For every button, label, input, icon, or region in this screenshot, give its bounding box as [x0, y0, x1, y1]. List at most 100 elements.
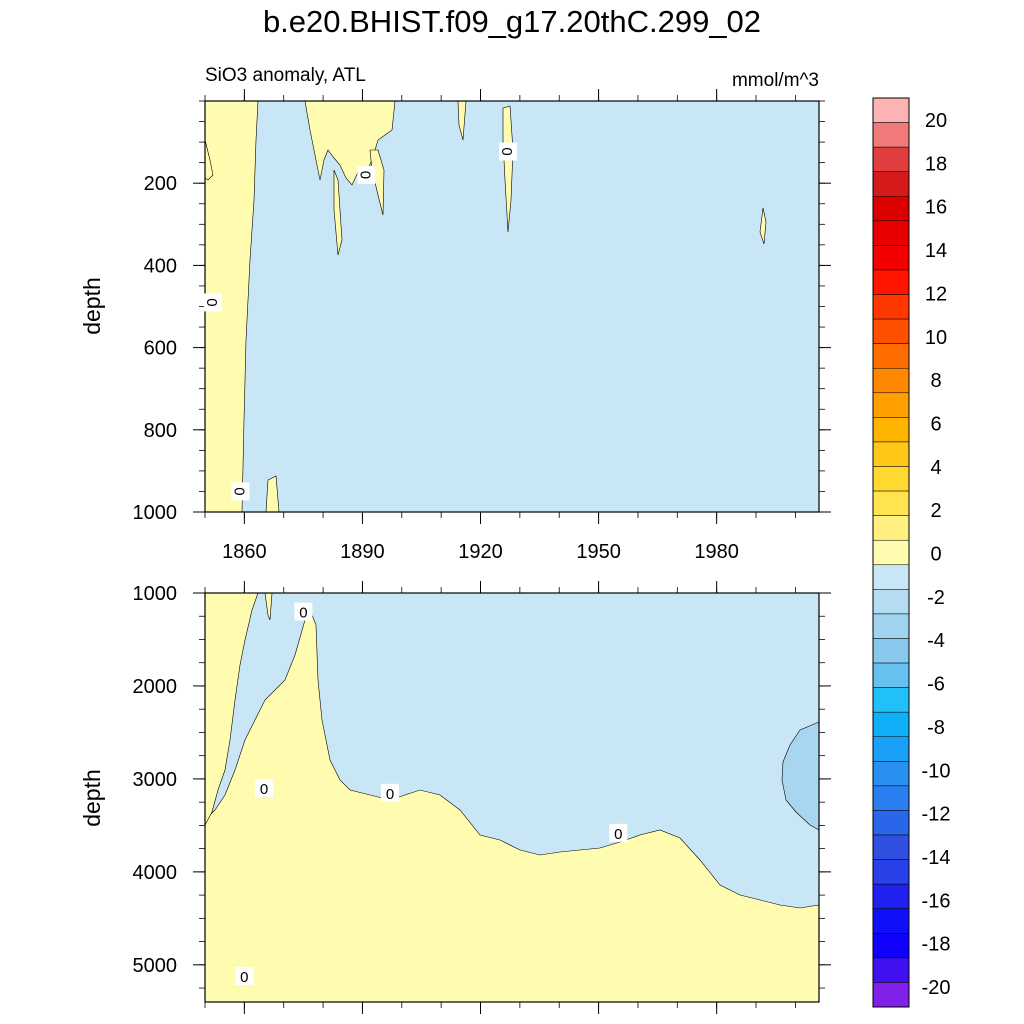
contour-label-text: 0 [356, 171, 373, 179]
panel-left-label: SiO3 anomaly, ATL [205, 65, 366, 86]
colorbar-label: 20 [925, 110, 947, 132]
contour-label-bg [235, 966, 254, 985]
colorbar-swatch [872, 589, 910, 615]
colorbar-label: 4 [930, 457, 941, 479]
upper-contour-labels: 0 0 0 0 [203, 142, 518, 501]
colorbar: 20181614121086420-2-4-6-8-10-12-14-16-18… [872, 97, 951, 1008]
colorbar-frame [872, 97, 910, 1008]
colorbar-swatch [872, 146, 910, 172]
colorbar-swatch [872, 392, 910, 418]
colorbar-swatch [872, 957, 910, 983]
y-tick-label: 200 [144, 173, 177, 195]
colorbar-swatch [872, 441, 910, 467]
y-tick-label: 1000 [133, 583, 178, 605]
upper-y-ticks: 200 400 600 800 1000 [133, 100, 831, 524]
contour-label-bg [255, 779, 274, 798]
contour-label-text: 0 [203, 298, 220, 306]
y-tick-label: 1000 [133, 502, 178, 524]
panel-units-label: mmol/m^3 [732, 70, 819, 91]
contour-label-text: 0 [240, 969, 248, 986]
x-tick-label: 1860 [222, 541, 267, 563]
colorbar-label: -10 [922, 760, 951, 782]
contour-label: 0 [609, 823, 628, 843]
colorbar-label: -16 [922, 890, 951, 912]
colorbar-swatch [872, 294, 910, 320]
colorbar-swatch [872, 785, 910, 811]
colorbar-swatch [872, 908, 910, 934]
lower-y-ticks: 1000 2000 3000 4000 5000 [133, 583, 831, 989]
colorbar-swatch [872, 515, 910, 541]
contour-label-bg [357, 165, 376, 184]
colorbar-label: 18 [925, 153, 947, 175]
colorbar-label: 10 [925, 327, 947, 349]
positive-region-lower-deep [204, 614, 820, 1003]
colorbar-swatch [872, 245, 910, 271]
lower-x-ticks [204, 581, 796, 1014]
colorbar-swatch [872, 613, 910, 639]
colorbar-label: -18 [922, 934, 951, 956]
colorbar-swatch [872, 196, 910, 222]
contour-label-bg [380, 783, 399, 802]
contour-label: 0 [498, 142, 518, 161]
lower-panel: depth 1000 2000 3000 4000 5000 0 0 0 0 0 [79, 581, 831, 1014]
colorbar-swatch [872, 883, 910, 909]
colorbar-swatch [872, 417, 910, 443]
colorbar-swatch [872, 269, 910, 295]
contour-label: 0 [230, 482, 250, 501]
colorbar-swatch [872, 466, 910, 492]
x-tick-label: 1920 [458, 541, 503, 563]
lower-plot-frame [204, 592, 820, 1003]
colorbar-swatch [872, 761, 910, 787]
upper-panel: SiO3 anomaly, ATL mmol/m^3 depth 200 400 6… [79, 65, 831, 563]
colorbar-swatch [872, 982, 910, 1008]
colorbar-swatch [872, 97, 910, 123]
chart-title: b.e20.BHIST.f09_g17.20thC.299_02 [262, 4, 762, 39]
colorbar-swatch [872, 810, 910, 836]
contour-label-bg [499, 142, 518, 161]
contour-label: 0 [203, 293, 222, 312]
contour-label: 0 [255, 779, 274, 798]
colorbar-label: 2 [930, 500, 941, 522]
colorbar-label: -14 [922, 847, 951, 869]
upper-x-ticks: 1860 1890 1920 1950 1980 [204, 89, 796, 563]
colorbar-swatch [872, 564, 910, 590]
contour-label-text: 0 [260, 781, 268, 798]
colorbar-label: -4 [927, 630, 945, 652]
contour-label-bg [203, 293, 222, 312]
colorbar-label: -12 [922, 804, 951, 826]
colorbar-swatch [872, 220, 910, 246]
x-tick-label: 1890 [340, 541, 385, 563]
colorbar-label: 12 [925, 283, 947, 305]
y-tick-label: 400 [144, 255, 177, 277]
contour-label: 0 [380, 783, 399, 803]
colorbar-swatch [872, 933, 910, 959]
colorbar-label: 8 [930, 370, 941, 392]
positive-region-upper-blob1 [304, 100, 396, 186]
contour-label-bg [294, 602, 313, 621]
colorbar-label: 14 [925, 240, 947, 262]
colorbar-label: 0 [930, 544, 941, 566]
contour-label-text: 0 [614, 826, 622, 843]
upper-y-axis-label: depth [79, 277, 105, 335]
y-tick-label: 4000 [133, 862, 178, 884]
positive-region-lower-topleft [204, 592, 259, 826]
colorbar-swatch [872, 539, 910, 566]
colorbar-label: 16 [925, 197, 947, 219]
colorbar-label: 6 [930, 413, 941, 435]
colorbar-swatch [872, 834, 910, 860]
y-tick-label: 5000 [133, 955, 178, 977]
colorbar-swatch [872, 711, 910, 738]
colorbar-label: -6 [927, 674, 945, 696]
positive-region-upper-blob2 [333, 169, 343, 256]
stronger-negative-region-lower [781, 721, 820, 831]
colorbar-swatch [872, 490, 910, 516]
y-tick-label: 800 [144, 420, 177, 442]
x-tick-label: 1980 [694, 541, 739, 563]
colorbar-swatch [872, 662, 910, 688]
colorbar-swatch [872, 736, 910, 762]
contour-label: 0 [235, 966, 254, 986]
positive-region-upper-blob6 [759, 207, 767, 245]
colorbar-swatch [872, 367, 910, 394]
y-tick-label: 600 [144, 338, 177, 360]
